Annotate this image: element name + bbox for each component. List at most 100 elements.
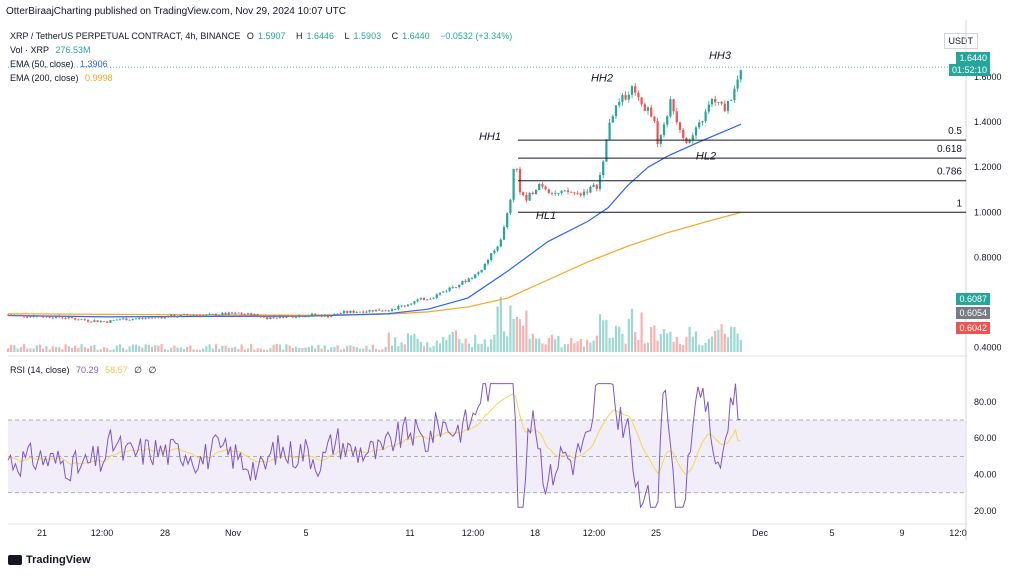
candle-body xyxy=(355,312,358,313)
candle-body xyxy=(362,311,365,313)
countdown-tag: 01:52:10 xyxy=(948,64,990,76)
volume-bar xyxy=(349,345,352,352)
candle-body xyxy=(269,317,272,320)
annotation-label: HH1 xyxy=(479,131,501,143)
volume-bar xyxy=(701,345,704,352)
currency-button[interactable]: USDT xyxy=(943,33,978,49)
volume-label: Vol · XRP xyxy=(10,45,50,55)
volume-bar xyxy=(102,347,106,352)
high-label: H xyxy=(295,31,303,41)
volume-bar xyxy=(483,339,486,352)
volume-bar xyxy=(214,344,218,352)
candle-body xyxy=(112,319,115,321)
candle-body xyxy=(336,313,339,315)
volume-bar xyxy=(262,349,266,352)
candle-body xyxy=(547,189,550,194)
volume-legend: Vol · XRP 276.53M xyxy=(10,45,95,55)
volume-bar xyxy=(86,348,90,352)
candle-body xyxy=(186,314,189,316)
candle-body xyxy=(646,107,650,111)
candle-body xyxy=(618,101,621,106)
candle-body xyxy=(669,99,672,117)
candle-body xyxy=(502,227,506,240)
volume-bar xyxy=(330,347,333,352)
volume-bar xyxy=(362,348,365,352)
candle-body xyxy=(160,317,163,319)
volume-bar xyxy=(51,346,54,352)
volume-bar xyxy=(435,340,438,352)
volume-bar xyxy=(582,346,586,352)
volume-bar xyxy=(442,337,445,352)
candle-body xyxy=(522,192,525,196)
candle-body xyxy=(256,314,259,316)
candle-body xyxy=(371,310,374,312)
volume-bar xyxy=(106,348,109,352)
candle-body xyxy=(211,314,214,315)
volume-bar xyxy=(115,345,118,352)
volume-bar xyxy=(240,344,243,352)
price-tick-label: 1.0000 xyxy=(974,207,1002,217)
candle-body xyxy=(566,190,570,192)
candle-body xyxy=(179,314,182,317)
candle-body xyxy=(221,312,224,316)
volume-bar xyxy=(243,349,246,352)
candle-body xyxy=(438,292,442,295)
close-label: C xyxy=(391,31,399,41)
volume-bar xyxy=(166,349,170,352)
candle-body xyxy=(490,253,493,261)
candle-body xyxy=(288,315,291,317)
volume-bar xyxy=(589,342,592,352)
time-tick-label: 5 xyxy=(303,528,308,538)
volume-bar xyxy=(669,331,672,352)
candle-body xyxy=(96,320,99,322)
candle-body xyxy=(528,192,531,201)
volume-bar xyxy=(720,324,723,352)
volume-bar xyxy=(26,348,29,352)
candle-body xyxy=(282,315,285,318)
candle-body xyxy=(99,321,102,322)
volume-bar xyxy=(458,339,461,352)
candle-body xyxy=(285,315,288,318)
volume-bar xyxy=(384,347,387,352)
volume-bar xyxy=(461,343,464,352)
candle-body xyxy=(234,312,237,314)
candle-body xyxy=(195,314,198,316)
candle-body xyxy=(682,129,685,138)
volume-bar xyxy=(147,345,150,352)
annotation-label: HL1 xyxy=(536,210,556,222)
candle-body xyxy=(358,311,362,313)
volume-bar xyxy=(406,333,410,352)
volume-bar xyxy=(637,339,640,352)
volume-bar xyxy=(250,344,253,352)
volume-bar xyxy=(678,343,682,352)
price-tick-label: 1.2000 xyxy=(974,162,1002,172)
candle-body xyxy=(675,111,678,123)
candle-body xyxy=(333,313,336,316)
candle-body xyxy=(326,314,330,318)
candle-body xyxy=(16,314,19,316)
candle-body xyxy=(630,86,634,95)
candle-body xyxy=(93,320,96,323)
volume-bar xyxy=(390,345,394,352)
candle-body xyxy=(496,246,499,251)
volume-bar xyxy=(445,339,448,352)
candle-body xyxy=(387,310,390,312)
volume-bar xyxy=(643,343,646,352)
volume-bar xyxy=(301,348,304,352)
candle-body xyxy=(118,319,122,321)
time-tick-label: 28 xyxy=(160,528,170,538)
volume-bar xyxy=(560,347,563,352)
ema200-value: 0.9998 xyxy=(85,73,113,83)
candle-body xyxy=(317,314,320,316)
volume-bar xyxy=(730,326,733,352)
ema50-label: EMA (50, close) xyxy=(10,59,74,69)
volume-bar xyxy=(621,333,624,352)
volume-bar xyxy=(499,296,502,352)
candle-body xyxy=(218,315,221,316)
candle-body xyxy=(538,183,541,191)
volume-bar xyxy=(502,331,506,352)
volume-bar xyxy=(211,348,214,352)
candle-body xyxy=(672,99,675,112)
candle-body xyxy=(400,305,403,307)
